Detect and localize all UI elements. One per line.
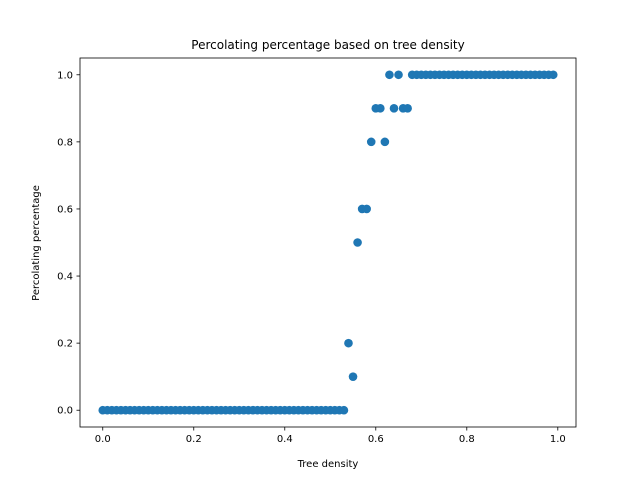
y-tick-label: 0.6 bbox=[57, 204, 73, 215]
data-point bbox=[548, 70, 558, 80]
data-point bbox=[385, 70, 394, 80]
data-point bbox=[344, 338, 353, 348]
x-axis-ticks: 0.0 0.2 0.4 0.6 0.8 1.0 bbox=[95, 427, 566, 445]
plot-area-frame bbox=[79, 57, 577, 428]
data-point bbox=[353, 238, 362, 247]
x-tick-label: 0.8 bbox=[459, 434, 475, 445]
data-point bbox=[348, 372, 358, 381]
y-axis-title: Percolating percentage bbox=[31, 185, 42, 301]
y-tick-label: 0.8 bbox=[57, 137, 73, 148]
y-tick-label: 0.2 bbox=[57, 339, 73, 350]
y-tick-label: 1.0 bbox=[57, 70, 73, 81]
chart-title: Percolating percentage based on tree den… bbox=[191, 38, 464, 52]
x-tick-label: 0.4 bbox=[277, 434, 293, 445]
x-tick-label: 1.0 bbox=[550, 434, 566, 445]
y-tick-label: 0.4 bbox=[57, 272, 73, 283]
y-axis-ticks: 0.0 0.2 0.4 0.6 0.8 1.0 bbox=[57, 70, 80, 417]
data-point bbox=[394, 70, 403, 80]
x-tick-label: 0.6 bbox=[368, 434, 384, 445]
data-point bbox=[389, 104, 399, 113]
data-point bbox=[380, 137, 390, 147]
x-axis-title: Tree density bbox=[297, 459, 359, 470]
data-points bbox=[98, 70, 558, 415]
data-point bbox=[403, 104, 412, 113]
data-point bbox=[362, 204, 371, 214]
data-point bbox=[339, 405, 349, 415]
data-point bbox=[376, 104, 385, 113]
data-point bbox=[366, 137, 376, 147]
x-tick-label: 0.2 bbox=[186, 434, 202, 445]
x-tick-label: 0.0 bbox=[95, 434, 111, 445]
y-tick-label: 0.0 bbox=[57, 406, 73, 417]
